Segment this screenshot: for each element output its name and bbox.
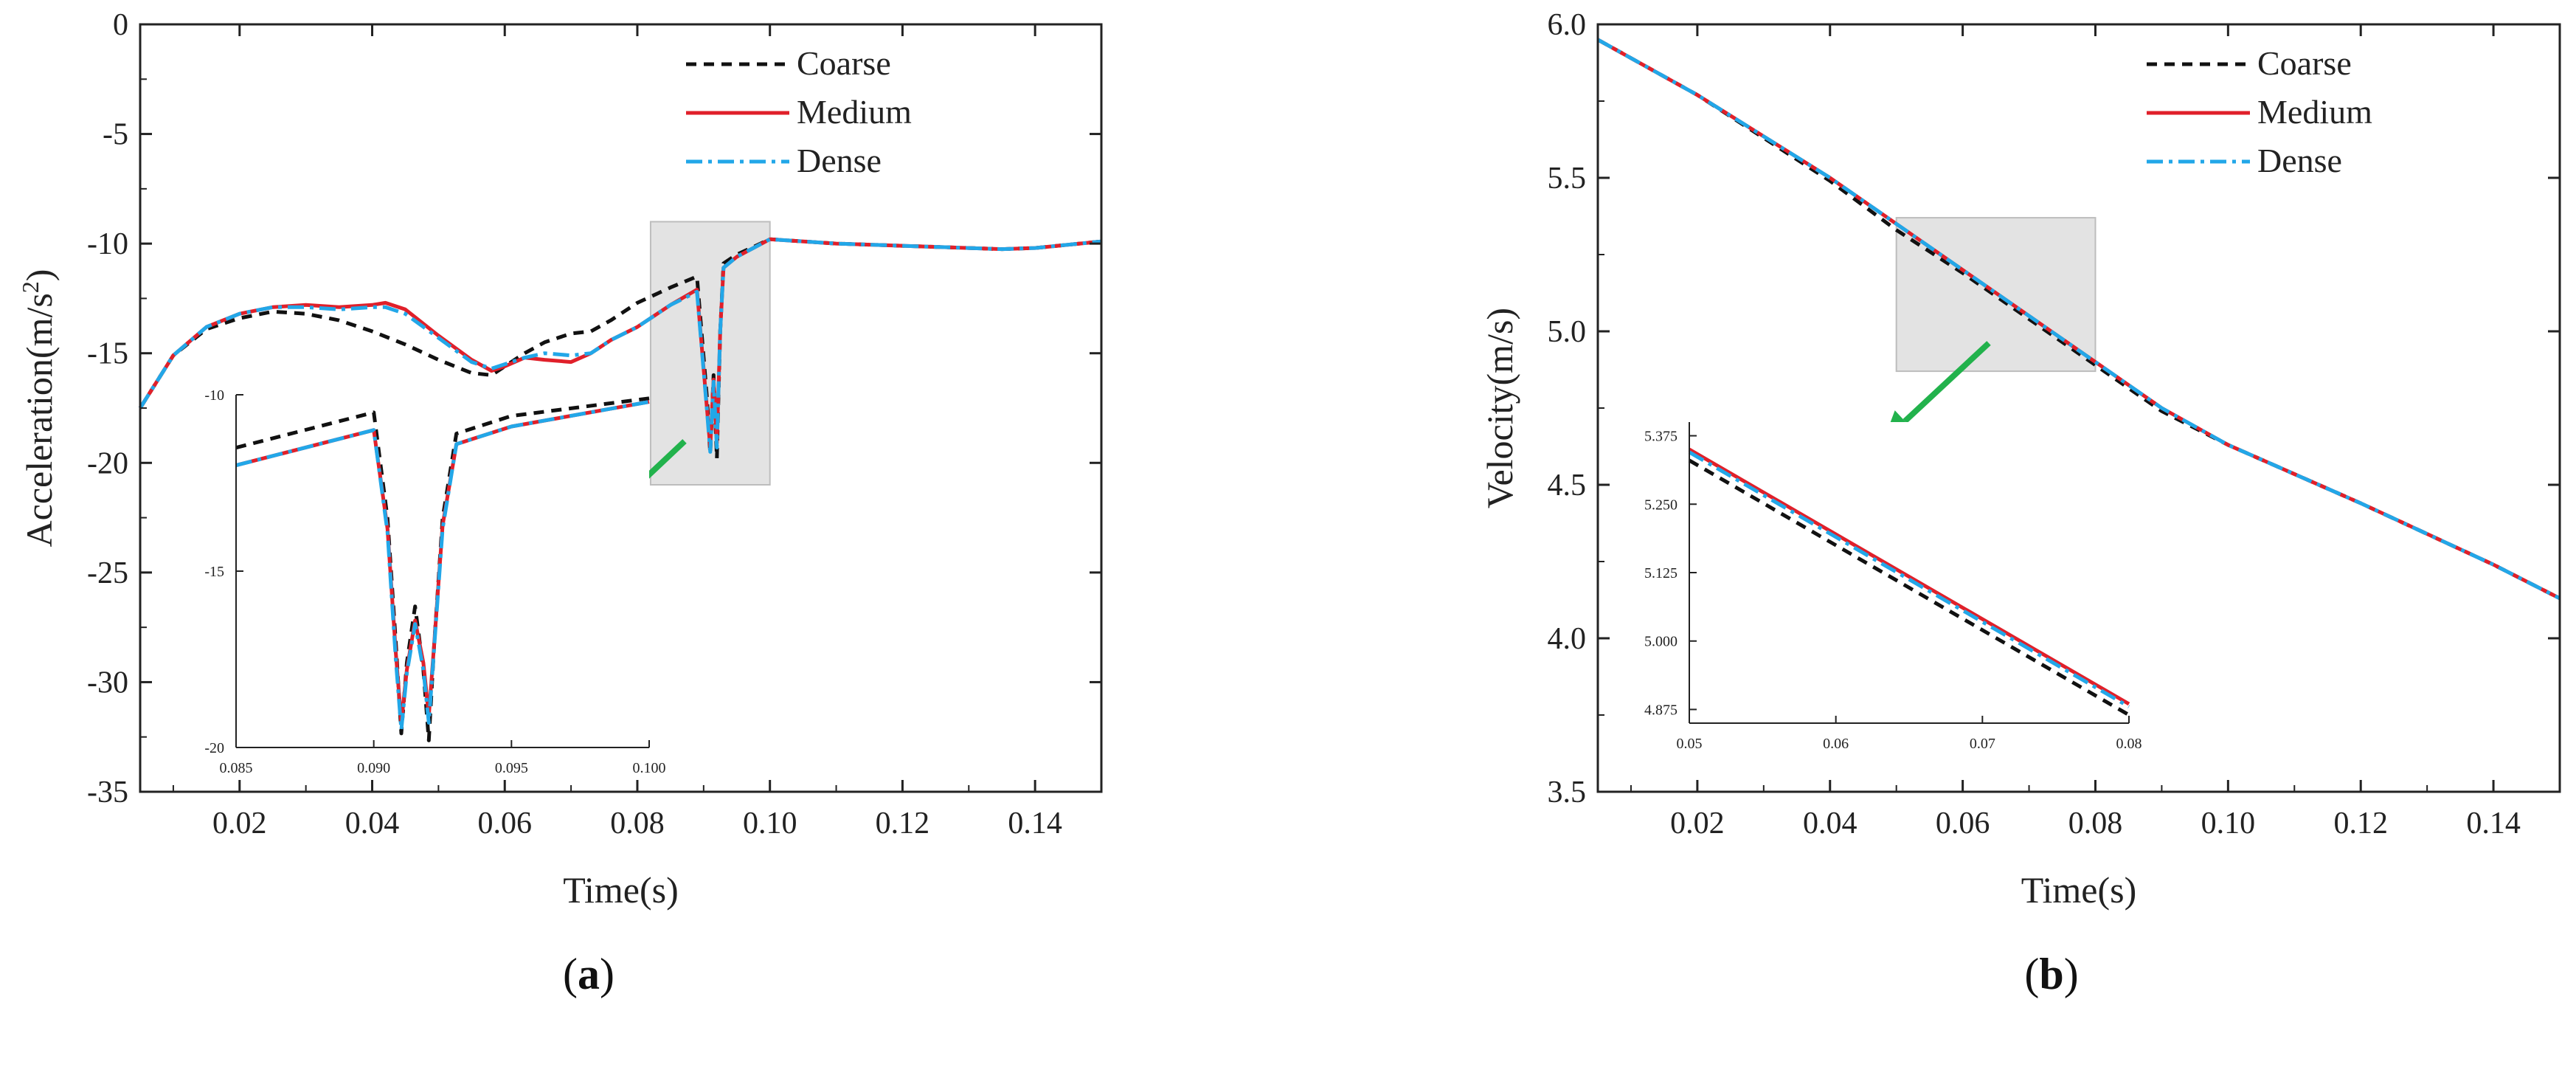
x-tick-label: 0.10 — [2201, 807, 2256, 840]
inset-background — [1689, 422, 2129, 723]
y-tick-label: 0 — [113, 8, 128, 42]
legend-label-medium: Medium — [2257, 93, 2372, 131]
x-tick-label: 0.04 — [1803, 807, 1857, 840]
y-axis-title-tail: ) — [18, 269, 60, 282]
caption-letter: b — [2039, 950, 2063, 998]
y-axis-title-sup: 2 — [17, 281, 44, 293]
legend-label-coarse: Coarse — [797, 44, 891, 82]
inset-y-tick-label: 5.000 — [1644, 634, 1677, 650]
x-axis-title: Time(s) — [2021, 869, 2137, 911]
y-tick-label: -10 — [87, 227, 128, 261]
x-tick-label: 0.08 — [2068, 807, 2123, 840]
x-tick-label: 0.10 — [743, 807, 797, 840]
inset-x-tick-label: 0.05 — [1677, 736, 1703, 752]
inset-x-tick-label: 0.07 — [1970, 736, 1995, 752]
legend-label-coarse: Coarse — [2257, 44, 2352, 82]
legend: Coarse Medium Dense — [2147, 44, 2372, 179]
y-axis-title-main: Acceleration(m/s — [18, 293, 60, 547]
series-line-dense — [1596, 38, 2561, 601]
inset-y-tick-label: 5.125 — [1644, 565, 1677, 581]
y-tick-label: -15 — [87, 337, 128, 371]
inset-y-tick-label: 4.875 — [1644, 702, 1677, 718]
x-tick-label: 0.12 — [876, 807, 930, 840]
x-axis-title: Time(s) — [563, 869, 679, 911]
inset-x-tick-label: 0.095 — [495, 760, 528, 776]
inset-x-tick-label: 0.06 — [1823, 736, 1849, 752]
chart-panel-b: 0.02 0.04 0.06 0.08 0.10 0.12 0.14 6.0 5.5 5.0 4.5… — [1479, 8, 2561, 998]
inset-series-line-medium — [1688, 447, 2130, 706]
legend: Coarse Medium Dense — [686, 44, 912, 179]
x-tick-label: 0.06 — [477, 807, 532, 840]
legend-label-dense: Dense — [2257, 142, 2342, 179]
y-tick-label: 6.0 — [1548, 8, 1587, 42]
caption-open-paren: ( — [563, 950, 578, 998]
y-tick-label: 4.0 — [1548, 622, 1587, 656]
inset-y-tick-label: -15 — [204, 564, 224, 580]
caption-open-paren: ( — [2024, 950, 2039, 998]
inset-x-tick-label: 0.100 — [633, 760, 666, 776]
zoom-arrow-shaft — [1902, 341, 1991, 424]
x-tick-label: 0.02 — [1670, 807, 1725, 840]
y-tick-label: -30 — [87, 666, 128, 700]
x-tick-label: 0.14 — [2466, 807, 2521, 840]
panel-caption: (a) — [563, 950, 614, 998]
y-axis-title-main: Velocity(m/s) — [1479, 308, 1520, 508]
y-axis-title: Velocity(m/s) — [1479, 308, 1520, 508]
x-tick-label: 0.14 — [1008, 807, 1062, 840]
y-tick-label: -35 — [87, 776, 128, 809]
legend-label-dense: Dense — [797, 142, 882, 179]
y-tick-label: -25 — [87, 556, 128, 590]
inset-x-tick-label: 0.085 — [220, 760, 253, 776]
series-line-dense — [138, 237, 1102, 454]
y-tick-label: 3.5 — [1548, 776, 1587, 809]
inset-y-tick-label: 5.250 — [1644, 497, 1677, 513]
caption-letter: a — [578, 950, 600, 998]
y-tick-label: -5 — [103, 118, 128, 152]
inset-plot: 0.05 0.06 0.07 0.08 5.375 5.250 5.125 5.000 4.87… — [1644, 422, 2142, 752]
inset-y-tick-label: 5.375 — [1644, 429, 1677, 445]
inset-series-line-dense — [1688, 450, 2130, 708]
inset-background — [236, 395, 649, 747]
caption-close-paren: ) — [600, 950, 614, 998]
caption-close-paren: ) — [2064, 950, 2079, 998]
y-tick-label: 5.0 — [1548, 315, 1587, 349]
panel-caption: (b) — [2024, 950, 2078, 998]
chart-panel-a: 0.02 0.04 0.06 0.08 0.10 0.12 0.14 0 -5 -10 -15 -20… — [17, 8, 1103, 998]
inset-x-tick-label: 0.090 — [357, 760, 390, 776]
x-tick-label: 0.02 — [212, 807, 267, 840]
x-tick-label: 0.06 — [1936, 807, 1990, 840]
x-tick-label: 0.08 — [610, 807, 665, 840]
inset-y-tick-label: -10 — [204, 387, 224, 404]
inset-series-line-coarse — [1688, 458, 2130, 717]
inset-plot: 0.085 0.090 0.095 0.100 -10 -15 -20 — [204, 387, 665, 776]
legend-label-medium: Medium — [797, 93, 912, 131]
x-tick-label: 0.12 — [2333, 807, 2388, 840]
y-axis-title: Acceleration(m/s2) — [17, 269, 60, 548]
y-tick-label: 5.5 — [1548, 162, 1587, 196]
x-tick-label: 0.04 — [345, 807, 400, 840]
inset-series-line-dense — [235, 400, 650, 732]
inset-x-tick-label: 0.08 — [2116, 736, 2142, 752]
series-line-coarse — [1596, 38, 2561, 601]
y-tick-label: -20 — [87, 446, 128, 480]
y-tick-label: 4.5 — [1548, 469, 1587, 503]
inset-y-tick-label: -20 — [204, 740, 224, 756]
